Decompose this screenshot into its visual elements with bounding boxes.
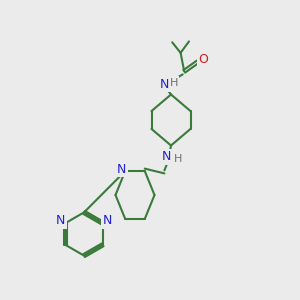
Text: O: O <box>198 53 208 66</box>
Text: N: N <box>162 150 171 164</box>
Text: N: N <box>56 214 65 227</box>
Text: N: N <box>159 77 169 91</box>
Text: N: N <box>117 163 126 176</box>
Text: H: H <box>170 77 178 88</box>
Text: H: H <box>173 154 182 164</box>
Text: N: N <box>103 214 112 227</box>
